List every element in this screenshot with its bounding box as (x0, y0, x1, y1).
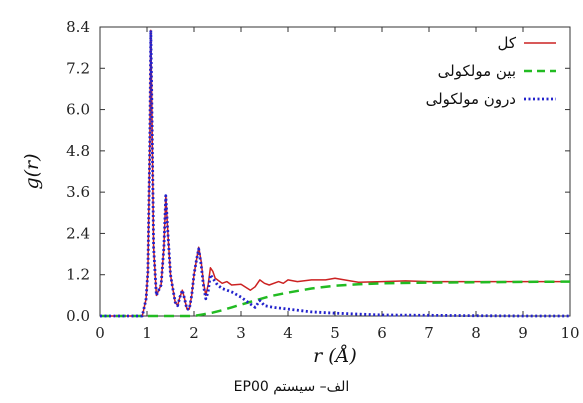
x-tick-label: 2 (189, 324, 199, 342)
legend-label-1: کل (497, 34, 516, 52)
y-tick-label: 6.0 (66, 101, 90, 119)
x-tick-label: 0 (95, 324, 105, 342)
x-tick-label: 10 (560, 324, 579, 342)
x-tick-label: 4 (283, 324, 293, 342)
series-line-2 (100, 280, 571, 318)
y-tick-label: 2.4 (66, 224, 90, 242)
x-axis-title: r (Å) (313, 345, 357, 367)
y-tick-label: 0.0 (66, 307, 90, 325)
x-tick-label: 5 (330, 324, 340, 342)
figure-caption: الف– سیستم EP00 (233, 379, 350, 395)
y-tick-label: 8.4 (66, 18, 90, 36)
y-tick-label: 1.2 (66, 266, 90, 284)
x-axis-ticks: 0 1 2 3 4 5 6 7 8 9 10 (95, 27, 580, 342)
rdf-chart: 0.0 1.2 2.4 3.6 4.8 6.0 7.2 8.4 0 1 2 3 4 5 6 7 8 9 10 کل… (21, 18, 580, 367)
y-tick-label: 3.6 (66, 183, 90, 201)
x-tick-label: 6 (377, 324, 387, 342)
legend-label-3: درون مولکولی (426, 90, 516, 108)
legend: کل بین مولکولی درون مولکولی (426, 34, 556, 108)
y-axis-ticks: 0.0 1.2 2.4 3.6 4.8 6.0 7.2 8.4 (66, 18, 570, 325)
x-tick-label: 8 (471, 324, 481, 342)
series-line-3 (100, 29, 570, 318)
y-axis-title: g(r) (21, 153, 43, 189)
y-tick-label: 7.2 (66, 59, 90, 77)
x-tick-label: 7 (424, 324, 434, 342)
x-tick-label: 9 (518, 324, 528, 342)
legend-label-2: بین مولکولی (438, 62, 516, 80)
x-tick-label: 3 (236, 324, 246, 342)
series-layer (100, 29, 571, 318)
x-tick-label: 1 (142, 324, 152, 342)
y-tick-label: 4.8 (66, 142, 90, 160)
